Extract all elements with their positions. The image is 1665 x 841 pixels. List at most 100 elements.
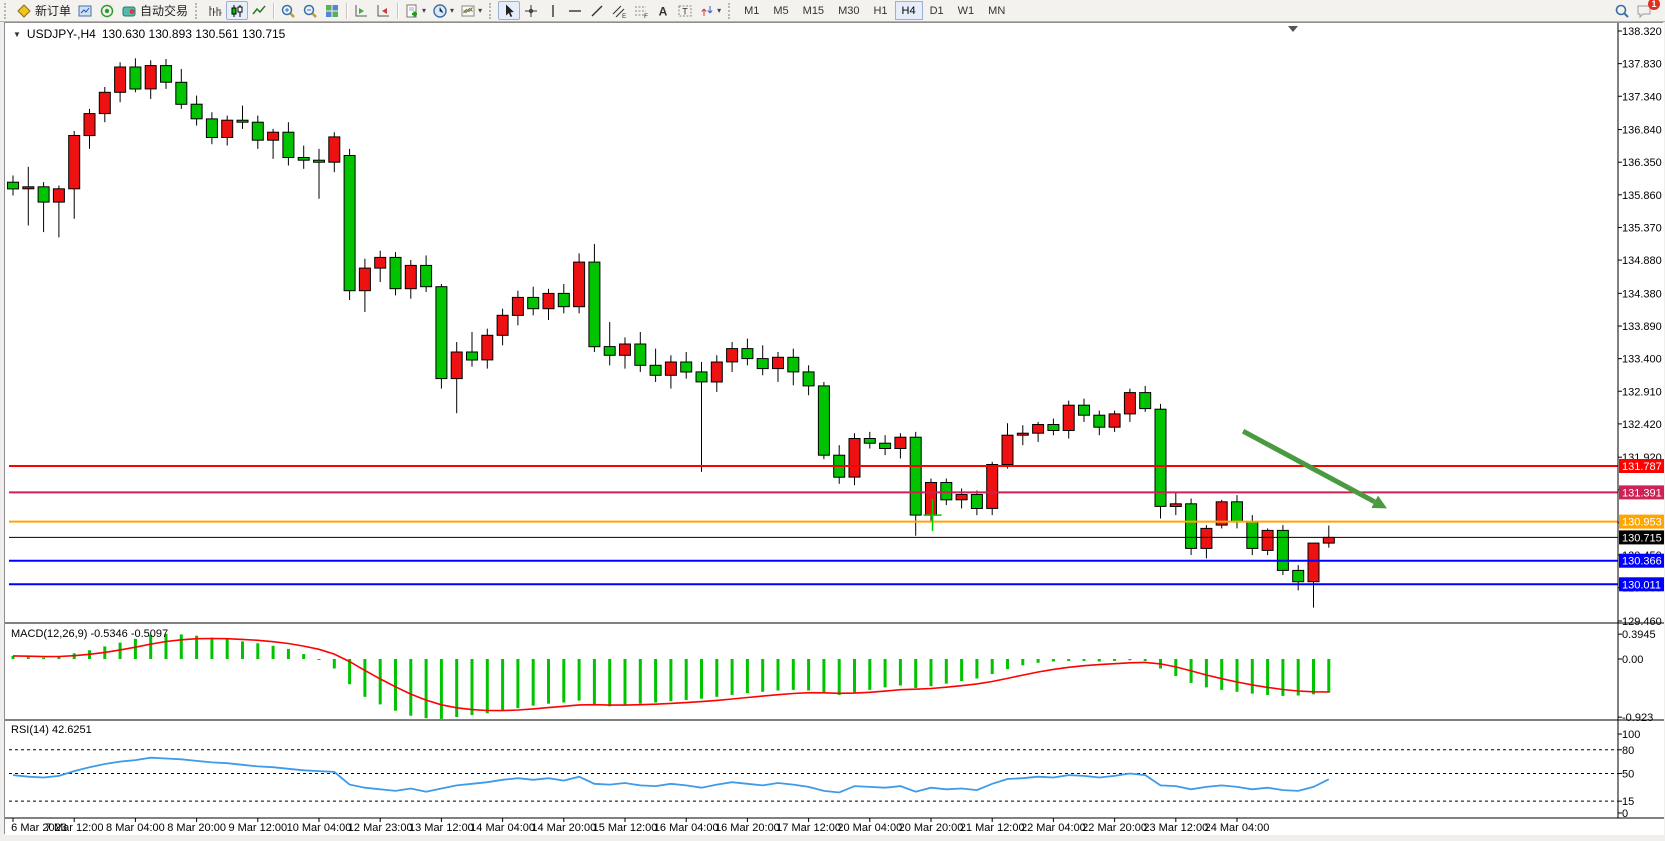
chart-shift-icon: [355, 4, 368, 16]
timeframe-button-mn[interactable]: MN: [988, 4, 1006, 17]
candle-body: [1062, 404, 1075, 432]
timeframe-button-h1[interactable]: H1: [873, 4, 888, 17]
candle-body: [634, 343, 647, 366]
svg-text:E: E: [622, 13, 627, 19]
candle-chart-button[interactable]: [226, 1, 249, 20]
toolbar-grip[interactable]: [195, 2, 201, 19]
svg-text:22 Mar 04:00: 22 Mar 04:00: [1021, 822, 1086, 834]
dropdown-caret-icon[interactable]: ▾: [450, 6, 455, 15]
chart-shift-marker-icon[interactable]: [1288, 26, 1298, 32]
timeframe-button-w1[interactable]: W1: [957, 4, 975, 17]
timeframe-button-d1[interactable]: D1: [929, 4, 944, 17]
arrows-button[interactable]: ▾: [696, 1, 724, 20]
periods-button[interactable]: ▾: [429, 1, 457, 20]
macd-histogram-bar: [761, 659, 765, 692]
macd-histogram-bar: [317, 659, 321, 660]
candle-body: [970, 494, 983, 509]
macd-histogram-bar: [179, 634, 183, 659]
svg-text:135.860: 135.860: [1622, 190, 1662, 202]
candle-body: [542, 292, 555, 310]
dropdown-caret-icon[interactable]: ▾: [717, 6, 722, 15]
trendline-button[interactable]: [586, 1, 608, 20]
fibonacci-icon: F: [635, 6, 648, 19]
zoom-in-button[interactable]: [277, 1, 299, 20]
timeframe-button-m15[interactable]: M15: [802, 4, 825, 17]
chart-shift-button[interactable]: [350, 1, 372, 20]
candle-body: [1093, 414, 1106, 428]
timeframe-button-m1[interactable]: M1: [744, 4, 760, 17]
macd-histogram-bar: [424, 659, 428, 719]
candle-body: [221, 119, 234, 138]
crosshair-button[interactable]: [520, 1, 542, 20]
chart-window[interactable]: 138.320 137.830 137.340 136.840 136.350 135.8…: [4, 22, 1664, 835]
vertical-line-button[interactable]: [542, 1, 564, 20]
tile-windows-button[interactable]: [321, 1, 343, 20]
svg-text:16 Mar 04:00: 16 Mar 04:00: [654, 822, 719, 834]
candle-body: [1276, 529, 1289, 571]
bar-chart-button[interactable]: [204, 1, 226, 20]
macd-histogram-bar: [837, 659, 841, 695]
text-label-button[interactable]: T: [674, 1, 696, 20]
auto-scroll-button[interactable]: [372, 1, 394, 20]
macd-histogram-bar: [1082, 659, 1086, 661]
candle-body: [863, 438, 876, 444]
macd-histogram-bar: [730, 659, 734, 695]
text-a-icon: A: [659, 4, 668, 18]
svg-text:132.420: 132.420: [1622, 419, 1662, 431]
candle-body: [496, 314, 509, 336]
line-chart-button[interactable]: [248, 1, 270, 20]
timeframe-button-h4[interactable]: H4: [894, 1, 923, 20]
candle-body: [1292, 569, 1305, 583]
macd-histogram-bar: [1250, 659, 1254, 694]
horizontal-line-button[interactable]: [564, 1, 586, 20]
macd-histogram-bar: [929, 659, 933, 687]
new-order-button[interactable]: 新订单: [13, 1, 74, 20]
candle-body: [175, 81, 188, 105]
trend-arrow-annotation[interactable]: [1241, 429, 1388, 509]
price-line-badges: 131.787 131.391 130.953 130.715 130.366 130.0…: [1619, 459, 1664, 592]
candle-body: [772, 356, 784, 370]
notifications-button[interactable]: 1: [1633, 0, 1660, 20]
candle-body: [251, 121, 264, 141]
cursor-button[interactable]: [498, 1, 521, 20]
candle-body: [389, 256, 402, 290]
svg-text:7 Mar 12:00: 7 Mar 12:00: [45, 822, 104, 834]
svg-text:0: 0: [1622, 808, 1628, 820]
templates-button[interactable]: ▾: [457, 1, 485, 20]
fibonacci-button[interactable]: F: [630, 1, 652, 20]
dropdown-caret-icon[interactable]: ▾: [422, 6, 427, 15]
autotrading-button[interactable]: 自动交易: [118, 1, 191, 20]
toolbar-grip[interactable]: [728, 2, 734, 19]
candlestick-series: [7, 58, 1335, 608]
search-button[interactable]: [1611, 1, 1633, 20]
timeframe-button-m5[interactable]: M5: [773, 4, 789, 17]
zoom-out-button[interactable]: [299, 1, 321, 20]
svg-text:130.953: 130.953: [1622, 517, 1662, 529]
new-order-button-label: 新订单: [35, 4, 72, 18]
svg-text:137.830: 137.830: [1622, 59, 1662, 71]
channel-button[interactable]: E: [608, 1, 630, 20]
toolbar-grip[interactable]: [489, 2, 495, 19]
macd-indicator-label: MACD(12,26,9) -0.5346 -0.5097: [11, 628, 169, 640]
candle-body: [374, 256, 387, 269]
indicators-button[interactable]: ▾: [401, 1, 429, 20]
open-chart-button[interactable]: [74, 1, 96, 20]
chart-canvas[interactable]: 138.320 137.830 137.340 136.840 136.350 135.8…: [5, 23, 1664, 835]
macd-histogram-bar: [745, 659, 749, 693]
svg-text:137.340: 137.340: [1622, 91, 1662, 103]
toolbar-grip[interactable]: [4, 2, 10, 19]
cross-marker[interactable]: [923, 499, 942, 532]
svg-text:138.320: 138.320: [1622, 26, 1662, 38]
candle-body: [297, 157, 310, 161]
dropdown-caret-icon[interactable]: ▾: [478, 6, 483, 15]
bar-chart-icon: [209, 5, 222, 16]
macd-histogram-bar: [638, 659, 642, 704]
candle-body: [190, 103, 203, 120]
navigator-button[interactable]: [96, 1, 118, 20]
timeframe-button-m30[interactable]: M30: [838, 4, 860, 17]
chart-collapse-icon[interactable]: ▼: [13, 29, 21, 39]
macd-histogram-bar: [348, 659, 352, 685]
candle-body: [205, 118, 218, 139]
macd-histogram-bar: [669, 659, 673, 702]
text-button[interactable]: A: [652, 1, 674, 20]
